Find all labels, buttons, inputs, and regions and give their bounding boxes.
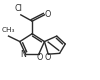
Text: O: O [36,53,42,62]
Text: O: O [45,10,51,19]
Text: O: O [45,53,51,62]
Text: CH₃: CH₃ [1,27,15,33]
Text: Cl: Cl [15,4,23,13]
Text: N: N [20,50,26,59]
